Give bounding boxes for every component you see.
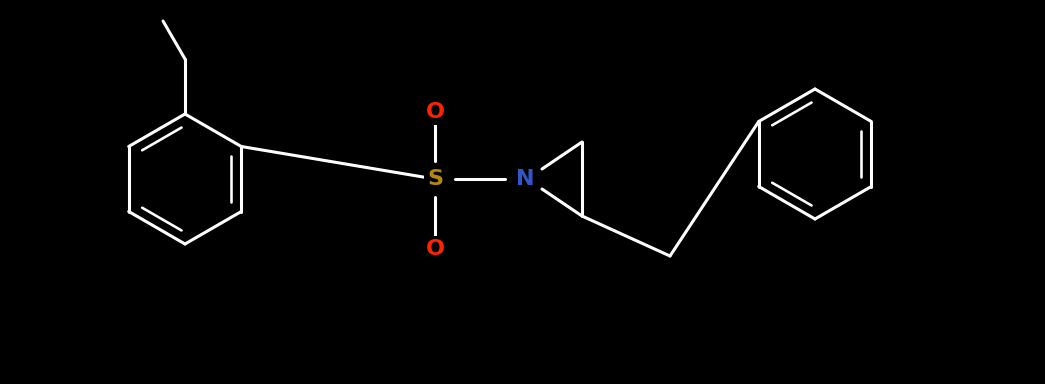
Text: O: O: [425, 102, 444, 122]
Text: O: O: [425, 239, 444, 259]
Text: N: N: [516, 169, 534, 189]
Text: S: S: [427, 169, 443, 189]
